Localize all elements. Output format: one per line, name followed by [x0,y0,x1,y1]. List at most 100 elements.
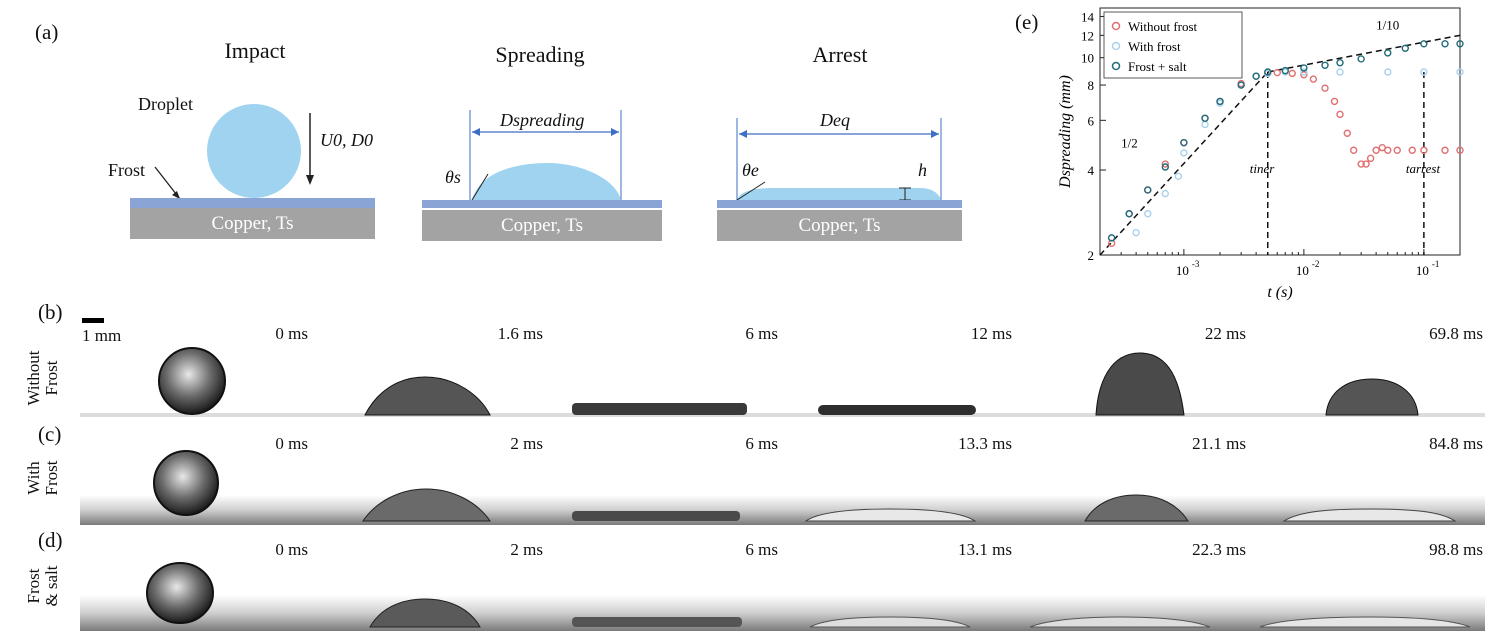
data-point [1180,149,1188,157]
frost-pointer-head [172,191,180,199]
data-point [1321,61,1329,69]
y-tick-label: 12 [1081,28,1094,43]
data-point [1288,69,1296,78]
frame-d-3 [809,616,971,628]
frame-d-4 [1029,616,1211,628]
data-point [1366,154,1375,163]
data-point [1144,210,1152,218]
copper-substrate-impact: Copper, Ts [130,208,375,239]
theta-s-label: θs [445,167,461,187]
y-tick-label: 4 [1088,163,1095,178]
spreading-drawing [422,110,662,208]
data-point [1384,68,1392,76]
frost-layer [130,198,375,208]
fit-line [1099,71,1269,256]
scale-bar [82,318,104,323]
data-point [1300,68,1308,76]
time-d-5: 98.8 ms [1429,540,1483,559]
data-point [1300,71,1308,79]
data-point [1264,68,1272,76]
time-c-5: 84.8 ms [1429,434,1483,453]
frame-d-5 [1259,616,1471,628]
data-point [1300,64,1308,72]
data-point [1441,146,1449,154]
panel-c-label: (c) [38,422,62,446]
fit-slope-label: 1/10 [1376,17,1399,32]
frost-layer-spreading [422,200,662,208]
legend-marker [1111,61,1121,71]
time-d-1: 2 ms [510,540,543,559]
data-point [1144,186,1152,194]
y-tick-label: 8 [1088,78,1095,93]
data-point [1343,129,1351,137]
dim-arrow-left [472,128,480,136]
scale-bar-label: 1 mm [82,326,122,345]
data-point [1384,146,1392,154]
data-point [1456,146,1464,154]
x-tick-label: 10 [1416,263,1429,278]
data-point [1336,59,1344,67]
panel-e-label: (e) [1015,10,1039,34]
data-point [1174,172,1183,181]
frame-b-0 [158,347,226,415]
time-c-4: 21.1 ms [1192,434,1246,453]
data-point [1273,68,1281,77]
x-tick-exponent: -2 [1312,259,1320,269]
time-b-5: 69.8 ms [1429,324,1483,343]
data-point [1281,66,1289,75]
strip-with-frost [80,447,1485,525]
row-label-without-frost: Without Frost [24,350,61,406]
data-point [1357,160,1365,168]
row-label-frost-salt: Frost & salt [24,565,61,607]
legend-entry: Without frost [1128,19,1198,34]
legend-box [1103,11,1243,79]
data-point [1330,97,1339,106]
frame-b-2 [572,403,747,415]
theta-e-label: θe [742,160,759,180]
frost-label: Frost [108,160,146,180]
arrest-droplet [737,188,941,200]
spreading-droplet [472,163,621,200]
data-point [1420,146,1428,154]
panel-a-label: (a) [35,20,59,44]
x-axis-label: t (s) [1267,284,1292,301]
frame-b-1 [364,376,491,416]
data-point [1252,72,1260,80]
frame-d-0 [146,562,214,624]
vertical-marker-label: tarrest [1406,161,1441,176]
data-point [1161,189,1169,198]
x-tick-label: 10 [1296,263,1309,278]
data-point [1441,40,1449,48]
data-point [1180,138,1188,147]
chart-vertical-lines: tiner tarrest [1250,71,1441,255]
frame-b-5 [1325,378,1419,416]
frame-d-2 [572,617,742,627]
data-point [1456,40,1464,48]
time-c-1: 2 ms [510,434,543,453]
time-c-2: 6 ms [745,434,778,453]
data-point [1401,44,1409,52]
time-b-0: 0 ms [275,324,308,343]
plot-frame [1099,7,1461,256]
time-d-0: 0 ms [275,540,308,559]
frame-b-3 [818,405,976,415]
frame-c-3 [804,508,977,522]
eq-dim-arrow-left [739,130,747,138]
data-point [1393,146,1401,154]
impact-droplet [207,104,301,198]
strip-frost-salt [80,555,1485,633]
frame-c-4 [1084,494,1189,522]
legend-marker [1111,21,1121,31]
arrest-drawing [717,118,962,208]
time-c-0: 0 ms [275,434,308,453]
legend-entry: Frost + salt [1128,59,1187,74]
data-point [1321,84,1329,92]
data-point [1107,234,1116,242]
y-tick-label: 6 [1088,113,1095,128]
data-point [1408,146,1416,154]
droplet-label: Droplet [138,94,193,114]
chart-legend: Without frost With frost Frost + salt [1103,11,1243,79]
data-point [1216,97,1224,106]
copper-substrate-arrest: Copper, Ts [717,210,962,241]
